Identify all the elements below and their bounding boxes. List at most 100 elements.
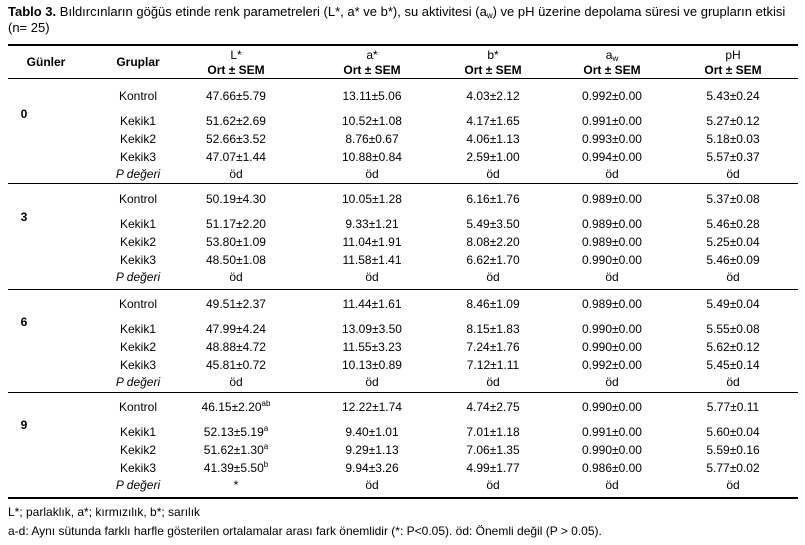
cell: öd	[229, 270, 243, 284]
cell: 11.58±1.41	[342, 253, 402, 267]
header-name-text: pH	[725, 48, 741, 62]
cell: 6.62±1.70	[466, 253, 520, 267]
cell: 0.989±0.00	[582, 217, 642, 231]
cell-value: 46.15±2.20	[201, 400, 262, 414]
cell: öd	[229, 167, 243, 181]
cell: 0.990±0.00	[582, 400, 642, 414]
header-name-text: a	[605, 48, 613, 62]
header-name-sub: w	[612, 54, 619, 63]
cell: 10.52±1.08	[342, 114, 402, 128]
header-name: a*	[312, 48, 432, 62]
cell: 45.81±0.72	[206, 358, 266, 372]
table-title: Tablo 3. Bıldırcınların göğüs etinde ren…	[8, 4, 798, 36]
group-label: Kekik3	[119, 461, 157, 475]
group-label: Kekik1	[119, 322, 157, 336]
title-label: Tablo 3.	[8, 4, 57, 19]
title-text: Bıldırcınların göğüs etinde renk paramet…	[59, 4, 487, 19]
cell: 5.43±0.24	[706, 89, 760, 103]
rule	[8, 44, 798, 46]
cell: 8.76±0.67	[345, 132, 399, 146]
header-name-text: a*	[366, 48, 378, 62]
group-label: Kekik3	[119, 150, 157, 164]
cell-sup: b	[263, 460, 269, 469]
cell: 5.62±0.12	[706, 340, 760, 354]
header-stat: Ort ± SEM	[343, 63, 401, 77]
cell: 4.03±2.12	[466, 89, 520, 103]
cell: öd	[365, 167, 379, 181]
cell: öd	[486, 167, 500, 181]
group-label: Kekik1	[119, 114, 157, 128]
cell: 0.990±0.00	[582, 340, 642, 354]
cell: 41.39±5.50b	[176, 460, 296, 476]
cell: 47.07±1.44	[206, 150, 266, 164]
cell: 0.990±0.00	[582, 322, 642, 336]
cell: 4.06±1.13	[466, 132, 520, 146]
cell: 5.46±0.28	[706, 217, 760, 231]
rule	[8, 183, 798, 184]
cell: öd	[605, 167, 619, 181]
cell: öd	[486, 375, 500, 389]
cell: 5.77±0.11	[706, 400, 760, 414]
cell: 5.46±0.09	[706, 253, 760, 267]
cell: 0.986±0.00	[582, 461, 642, 475]
cell: 9.94±3.26	[345, 461, 399, 475]
cell: 0.994±0.00	[582, 150, 642, 164]
header-stat: Ort ± SEM	[207, 63, 265, 77]
cell: öd	[365, 375, 379, 389]
cell: 0.991±0.00	[582, 425, 642, 439]
cell: *	[233, 478, 239, 492]
group-label: Kekik2	[119, 443, 157, 457]
cell: 5.59±0.16	[706, 443, 760, 457]
header-stat: Ort ± SEM	[464, 63, 522, 77]
group-label: Kekik2	[119, 340, 157, 354]
cell: öd	[605, 375, 619, 389]
cell: 0.992±0.00	[582, 358, 642, 372]
cell: 0.989±0.00	[582, 235, 642, 249]
cell: 46.15±2.20ab	[176, 400, 296, 415]
cell: 8.08±2.20	[466, 235, 520, 249]
day-label: 9	[20, 418, 28, 432]
group-label: Kekik3	[119, 358, 157, 372]
group-label: P değeri	[115, 270, 161, 284]
cell: 5.27±0.12	[706, 114, 760, 128]
cell: öd	[726, 375, 740, 389]
cell: 5.18±0.03	[706, 132, 760, 146]
cell-sup: a	[263, 442, 269, 451]
cell: 9.33±1.21	[345, 217, 399, 231]
group-label: Kekik3	[119, 253, 157, 267]
header-name: L*	[176, 48, 296, 62]
cell: 10.05±1.28	[342, 192, 402, 206]
cell: 51.62±1.30a	[176, 442, 296, 458]
cell: 13.09±3.50	[342, 322, 402, 336]
cell: 8.15±1.83	[466, 322, 520, 336]
cell: 47.99±4.24	[206, 322, 266, 336]
group-label: Kekik2	[119, 235, 157, 249]
cell: 12.22±1.74	[342, 400, 402, 414]
cell: 5.49±3.50	[466, 217, 520, 231]
cell: 8.46±1.09	[466, 297, 520, 311]
cell: 9.29±1.13	[345, 443, 399, 457]
cell: 7.24±1.76	[466, 340, 520, 354]
cell: öd	[726, 478, 740, 492]
group-label: Kekik2	[119, 132, 157, 146]
cell: 5.37±0.08	[706, 192, 760, 206]
group-label: Kontrol	[118, 192, 158, 206]
cell: 5.60±0.04	[706, 425, 760, 439]
cell: 5.49±0.04	[706, 297, 760, 311]
cell: 2.59±1.00	[466, 150, 520, 164]
cell: 0.993±0.00	[582, 132, 642, 146]
group-label: P değeri	[115, 167, 161, 181]
group-label: Kontrol	[118, 400, 158, 414]
cell: 7.01±1.18	[466, 425, 520, 439]
group-label: Kekik1	[119, 217, 157, 231]
header-stat: Ort ± SEM	[583, 63, 641, 77]
rule	[8, 497, 798, 499]
cell-value: 52.13±5.19	[203, 425, 264, 439]
cell: 0.990±0.00	[582, 443, 642, 457]
cell: 7.12±1.11	[466, 358, 520, 372]
cell: 5.57±0.37	[706, 150, 760, 164]
cell: 4.17±1.65	[466, 114, 520, 128]
cell: 7.06±1.35	[466, 443, 520, 457]
cell: 13.11±5.06	[342, 89, 402, 103]
